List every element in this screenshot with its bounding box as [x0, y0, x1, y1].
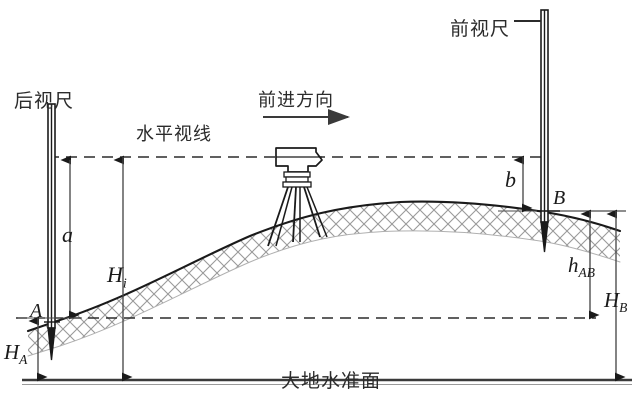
direction-of-travel-label: 前进方向: [258, 90, 334, 111]
height-difference-symbol: hAB: [568, 253, 595, 281]
symbol-pointb-base: B: [553, 187, 566, 209]
symbol-hi-sub: i: [122, 275, 127, 292]
backsight-staff-rod: [47, 103, 56, 361]
horizontal-sight-line-label: 水平视线: [136, 124, 212, 145]
symbol-ha-sub: A: [19, 352, 28, 368]
instrument-height-symbol: Hi: [107, 262, 127, 292]
dimension-b: [498, 155, 540, 213]
point-b-symbol: B: [553, 187, 565, 210]
geoid-label: 大地水准面: [281, 370, 382, 392]
symbol-pointa-base: A: [30, 300, 43, 322]
elevation-b-symbol: HB: [604, 288, 627, 316]
foresight-staff-rod: [540, 9, 549, 253]
point-a-symbol: A: [30, 300, 42, 323]
elevation-a-symbol: HA: [4, 340, 27, 368]
symbol-hb-sub: B: [619, 300, 628, 316]
symbol-b-base: b: [505, 167, 516, 192]
symbol-hab-sub: AB: [578, 265, 595, 281]
symbol-ha-base: H: [4, 340, 20, 364]
backsight-staff-label: 后视尺: [14, 90, 75, 112]
symbol-a-base: a: [62, 222, 73, 247]
dimension-ha: [18, 316, 82, 382]
backsight-reading-symbol: a: [62, 222, 73, 248]
symbol-hb-base: H: [604, 288, 620, 312]
symbol-hab-base: h: [568, 253, 579, 277]
symbol-hi-base: H: [107, 262, 123, 287]
tripod-legs: [267, 186, 328, 247]
level-instrument: [275, 147, 323, 188]
foresight-reading-symbol: b: [505, 167, 516, 193]
foresight-staff-label: 前视尺: [450, 18, 511, 40]
